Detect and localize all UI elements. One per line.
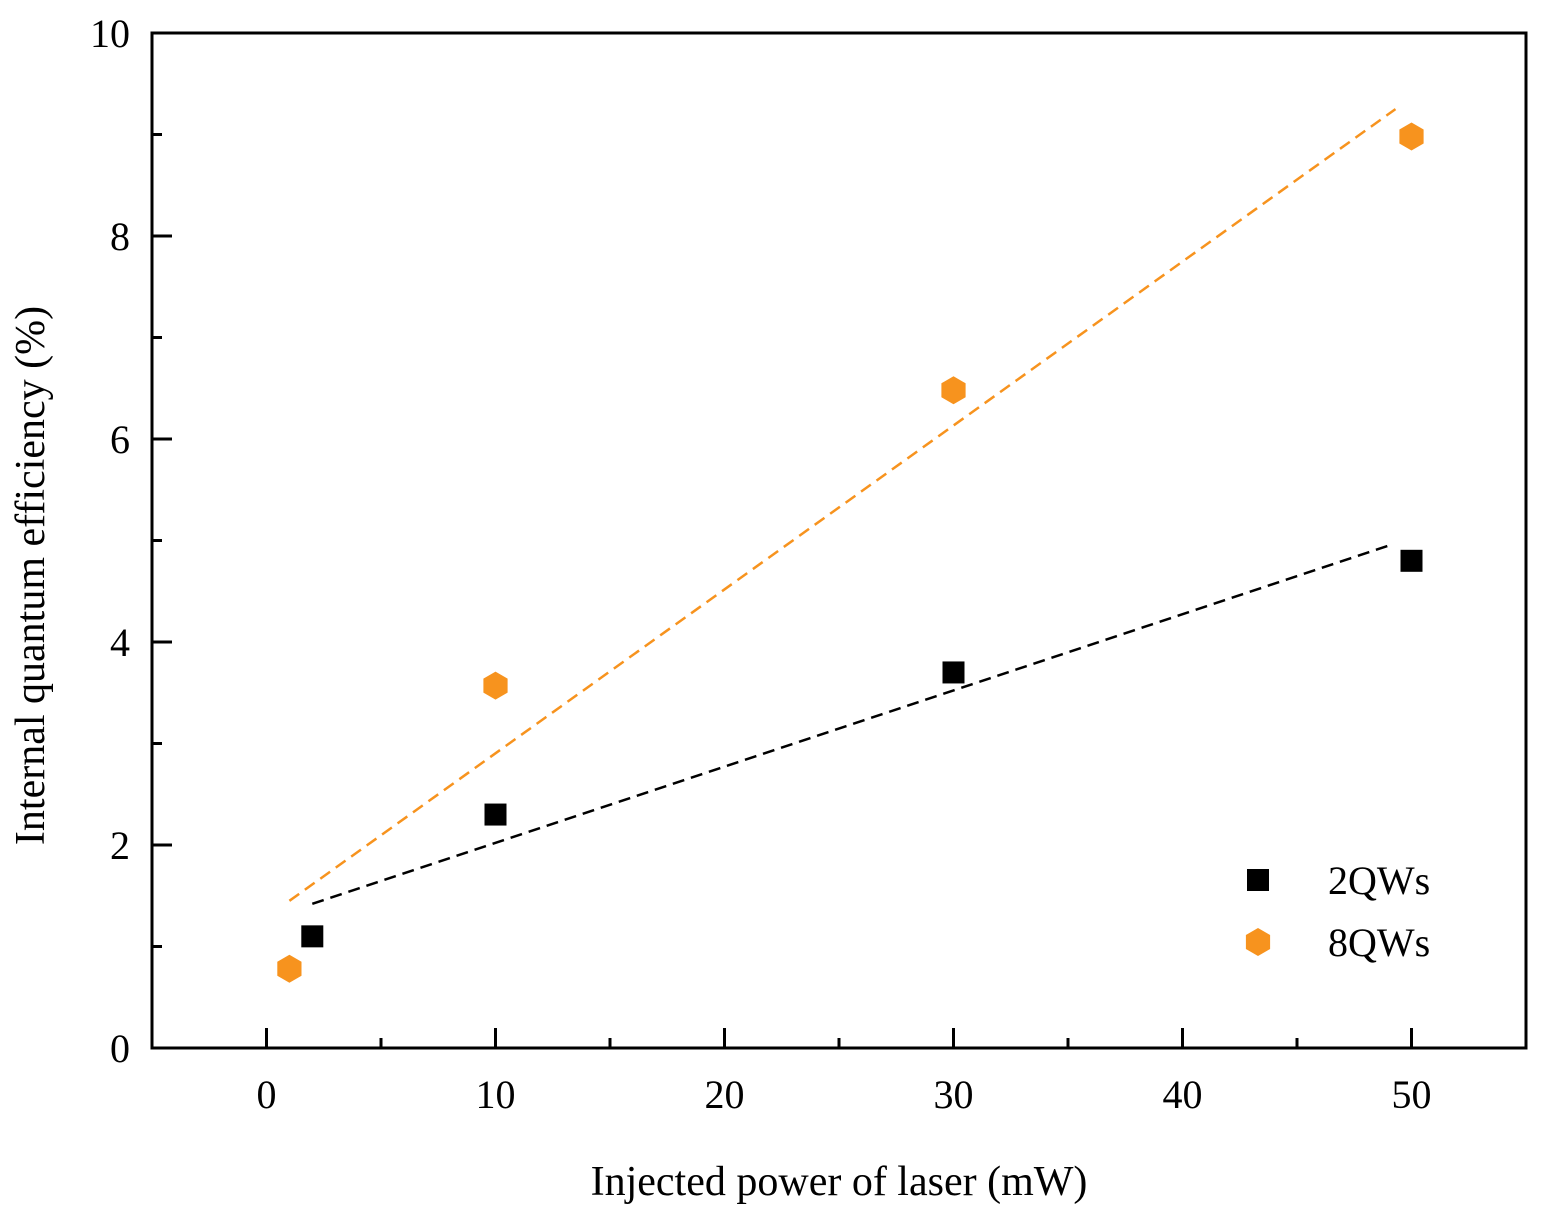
x-tick-label: 20 (705, 1072, 745, 1117)
x-axis-title: Injected power of laser (mW) (591, 1159, 1088, 1205)
data-points (277, 122, 1424, 983)
y-tick-label: 4 (110, 620, 130, 665)
data-point-8qws (483, 671, 508, 700)
data-point-8qws (941, 376, 966, 405)
data-point-2qws (484, 803, 507, 826)
plot-frame (150, 31, 1528, 1050)
fit-line-8qws (288, 108, 1397, 902)
x-tick-label: 40 (1163, 1072, 1203, 1117)
y-tick-label: 0 (110, 1026, 130, 1071)
y-axis-title: Internal quantum efficiency (%) (8, 306, 54, 845)
data-point-2qws (1400, 549, 1423, 572)
y-tick-label: 6 (110, 417, 130, 462)
y-tick-label: 2 (110, 823, 130, 868)
x-tick-label: 50 (1392, 1072, 1432, 1117)
fit-line-2qws (311, 544, 1389, 906)
y-tick-label: 10 (90, 11, 130, 56)
data-point-8qws (277, 954, 302, 983)
y-tick-label: 8 (110, 214, 130, 259)
data-point-2qws (301, 925, 324, 948)
axes: 0 10 20 30 40 50 0 2 4 6 8 10 Injected power of lase… (8, 11, 1528, 1205)
legend: 2QWs 8QWs (1245, 858, 1430, 965)
data-point-2qws (942, 661, 965, 684)
data-point-8qws (1399, 122, 1424, 151)
x-tick-label: 0 (257, 1072, 277, 1117)
x-tick-label: 10 (476, 1072, 516, 1117)
legend-marker-2qws (1247, 869, 1269, 891)
legend-label-2qws: 2QWs (1328, 858, 1430, 903)
legend-label-8qws: 8QWs (1328, 920, 1430, 965)
x-tick-label: 30 (934, 1072, 974, 1117)
fit-lines (288, 108, 1397, 906)
legend-marker-8qws (1245, 928, 1271, 956)
